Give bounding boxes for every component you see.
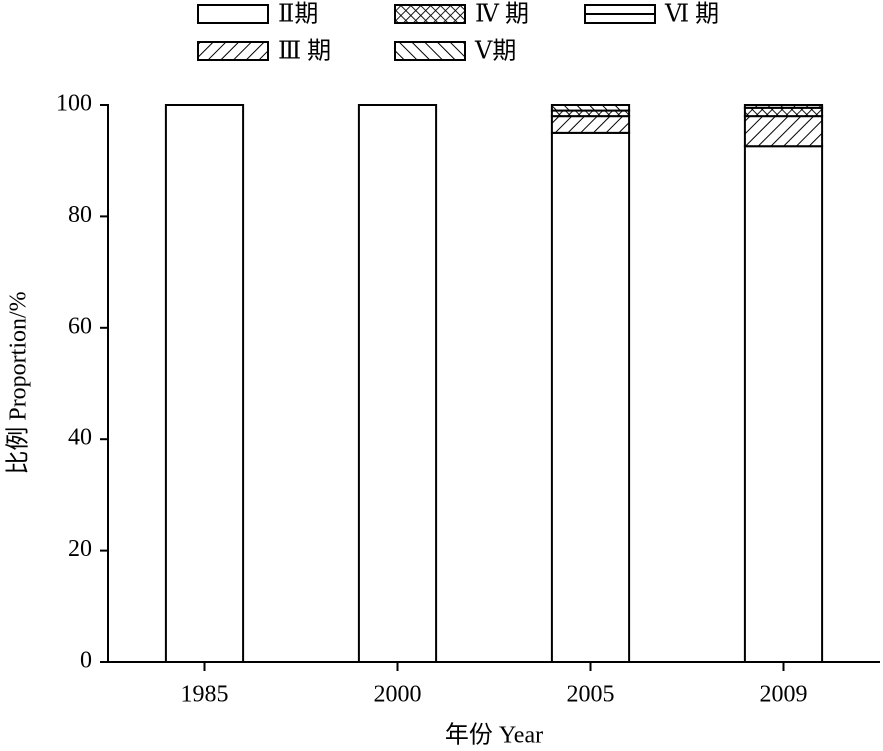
bar-segment [164, 104, 245, 663]
bar-segment [743, 115, 824, 148]
bar-segment [550, 104, 631, 112]
x-tick-label: 2005 [567, 682, 615, 708]
legend-label: Ⅱ期 [278, 2, 318, 28]
y-tick-label: 100 [56, 91, 92, 117]
y-tick-label: 60 [68, 313, 92, 339]
y-tick-label: 20 [68, 536, 92, 562]
y-axis-label: 比例 Proportion/% [5, 291, 32, 474]
bar-segment [743, 104, 824, 109]
x-tick-label: 1985 [181, 682, 229, 708]
legend-label: Ⅵ 期 [664, 2, 719, 28]
bar-segment [743, 106, 824, 118]
legend-label: Ⅲ 期 [278, 39, 331, 65]
y-tick-label: 80 [68, 202, 92, 228]
legend-swatch [197, 4, 269, 24]
y-tick-label: 0 [80, 648, 92, 674]
bar-segment [550, 115, 631, 134]
x-tick-label: 2000 [374, 682, 422, 708]
bar-segment [357, 104, 438, 663]
legend-swatch [197, 41, 269, 61]
legend-label: Ⅳ 期 [475, 2, 529, 28]
y-tick-label: 40 [68, 425, 92, 451]
legend-swatch [394, 41, 466, 61]
legend-label: Ⅴ期 [474, 39, 516, 65]
x-axis-label: 年份 Year [445, 722, 543, 749]
legend-swatch [394, 4, 466, 24]
bar-segment [743, 145, 824, 663]
bar-segment [550, 131, 631, 664]
x-tick-label: 2009 [760, 682, 808, 708]
